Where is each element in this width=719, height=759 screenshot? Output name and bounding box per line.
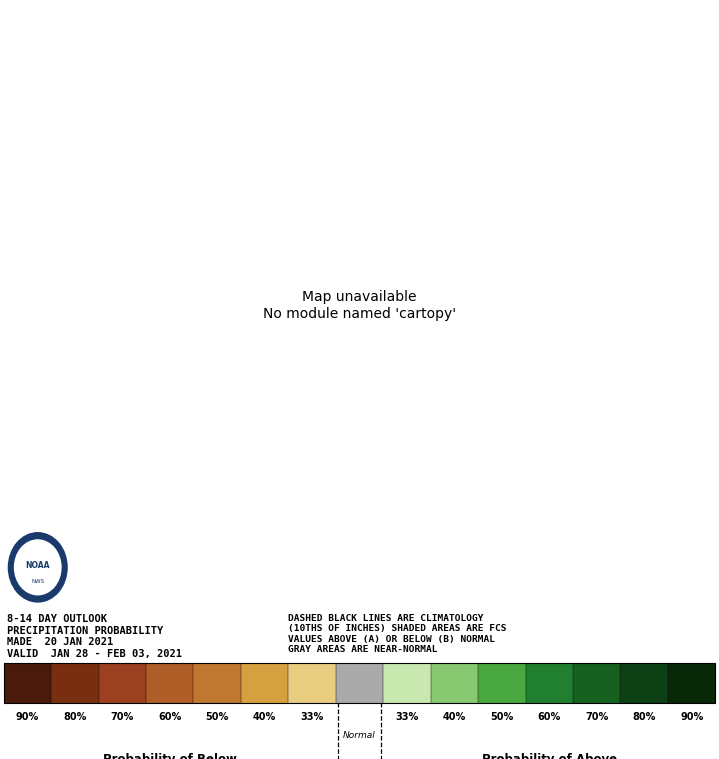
Text: 8-14 DAY OUTLOOK
PRECIPITATION PROBABILITY
MADE  20 JAN 2021
VALID  JAN 28 - FEB: 8-14 DAY OUTLOOK PRECIPITATION PROBABILI…: [7, 614, 182, 659]
Text: DASHED BLACK LINES ARE CLIMATOLOGY
(10THS OF INCHES) SHADED AREAS ARE FCS
VALUES: DASHED BLACK LINES ARE CLIMATOLOGY (10TH…: [288, 614, 506, 654]
Bar: [668, 663, 715, 703]
Bar: [620, 663, 668, 703]
Bar: [51, 663, 99, 703]
Text: NWS: NWS: [31, 579, 45, 584]
Bar: [431, 663, 478, 703]
Text: 80%: 80%: [63, 712, 86, 722]
Circle shape: [14, 540, 61, 595]
Text: Probability of Above: Probability of Above: [482, 753, 617, 759]
Bar: [336, 663, 383, 703]
Bar: [146, 663, 193, 703]
Text: 40%: 40%: [253, 712, 276, 722]
Bar: [288, 663, 336, 703]
Bar: [4, 663, 51, 703]
Text: 50%: 50%: [490, 712, 513, 722]
Bar: [478, 663, 526, 703]
Text: 33%: 33%: [301, 712, 324, 722]
Text: NOAA: NOAA: [25, 562, 50, 571]
Bar: [573, 663, 620, 703]
Circle shape: [9, 533, 67, 602]
Bar: [193, 663, 241, 703]
Bar: [99, 663, 146, 703]
Bar: [526, 663, 573, 703]
Text: 40%: 40%: [443, 712, 466, 722]
Text: 60%: 60%: [158, 712, 181, 722]
Bar: [241, 663, 288, 703]
Text: Normal: Normal: [343, 731, 376, 740]
Text: 70%: 70%: [585, 712, 608, 722]
Text: 33%: 33%: [395, 712, 418, 722]
Text: Probability of Below: Probability of Below: [103, 753, 237, 759]
Text: 90%: 90%: [16, 712, 39, 722]
Bar: [4, 663, 715, 703]
Bar: [383, 663, 431, 703]
Text: 50%: 50%: [206, 712, 229, 722]
Text: Map unavailable
No module named 'cartopy': Map unavailable No module named 'cartopy…: [263, 291, 456, 320]
Text: 70%: 70%: [111, 712, 134, 722]
Text: 60%: 60%: [538, 712, 561, 722]
Text: 80%: 80%: [633, 712, 656, 722]
Text: 90%: 90%: [680, 712, 703, 722]
